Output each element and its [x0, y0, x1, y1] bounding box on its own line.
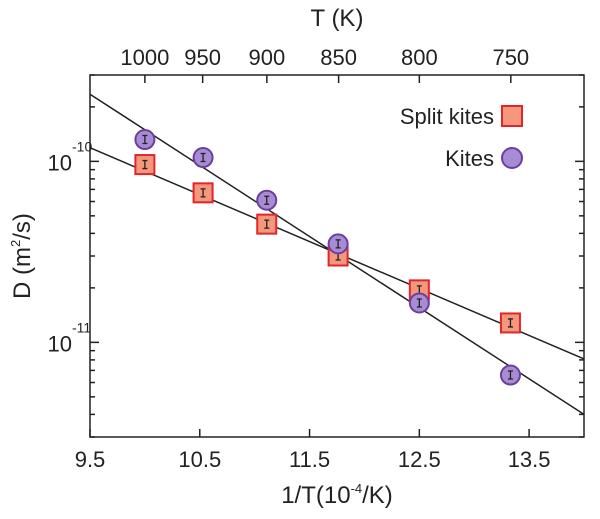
error-bar	[142, 134, 148, 145]
y-axis-title: D (m2/s)	[8, 213, 36, 299]
top-tick-label: 900	[249, 45, 286, 70]
top-tick-label: 850	[320, 45, 357, 70]
data-markers	[134, 129, 521, 386]
legend-swatch-split-kites	[501, 105, 523, 127]
x-tick-label: 10.5	[178, 447, 221, 472]
legend-label-split-kites: Split kites	[400, 104, 494, 129]
error-bar	[264, 195, 270, 205]
x-tick-label: 9.5	[75, 447, 106, 472]
y-tick-exponent: -10	[72, 138, 92, 154]
legend-swatch-kites	[501, 147, 523, 169]
x-tick-label: 11.5	[289, 447, 330, 472]
top-axis-title: T (K)	[311, 5, 364, 32]
error-bar	[507, 370, 513, 380]
top-tick-label: 950	[184, 45, 221, 70]
error-bar	[335, 239, 341, 249]
legend: Split kites Kites	[400, 104, 523, 171]
x-tick-label: 13.5	[508, 447, 551, 472]
legend-label-kites: Kites	[445, 146, 494, 171]
axis-ticks: 9.5 10.5 11.5 12.5 13.5 1000 950 900 850 800 750 10…	[48, 45, 584, 472]
error-bar	[142, 159, 148, 170]
x-tick-label: 12.5	[398, 447, 441, 472]
error-bar	[200, 188, 206, 198]
y-tick-label: 10	[48, 150, 72, 175]
y-tick-exponent: -11	[72, 319, 91, 335]
error-bar	[200, 152, 206, 163]
top-tick-label: 1000	[120, 45, 169, 70]
y-tick-label: 10	[48, 331, 72, 356]
top-tick-label: 800	[401, 45, 438, 70]
error-bar	[264, 219, 270, 229]
error-bar	[416, 298, 422, 308]
x-axis-title: 1/T(10-4/K)	[281, 481, 393, 509]
top-tick-label: 750	[492, 45, 529, 70]
error-bar	[507, 318, 513, 328]
